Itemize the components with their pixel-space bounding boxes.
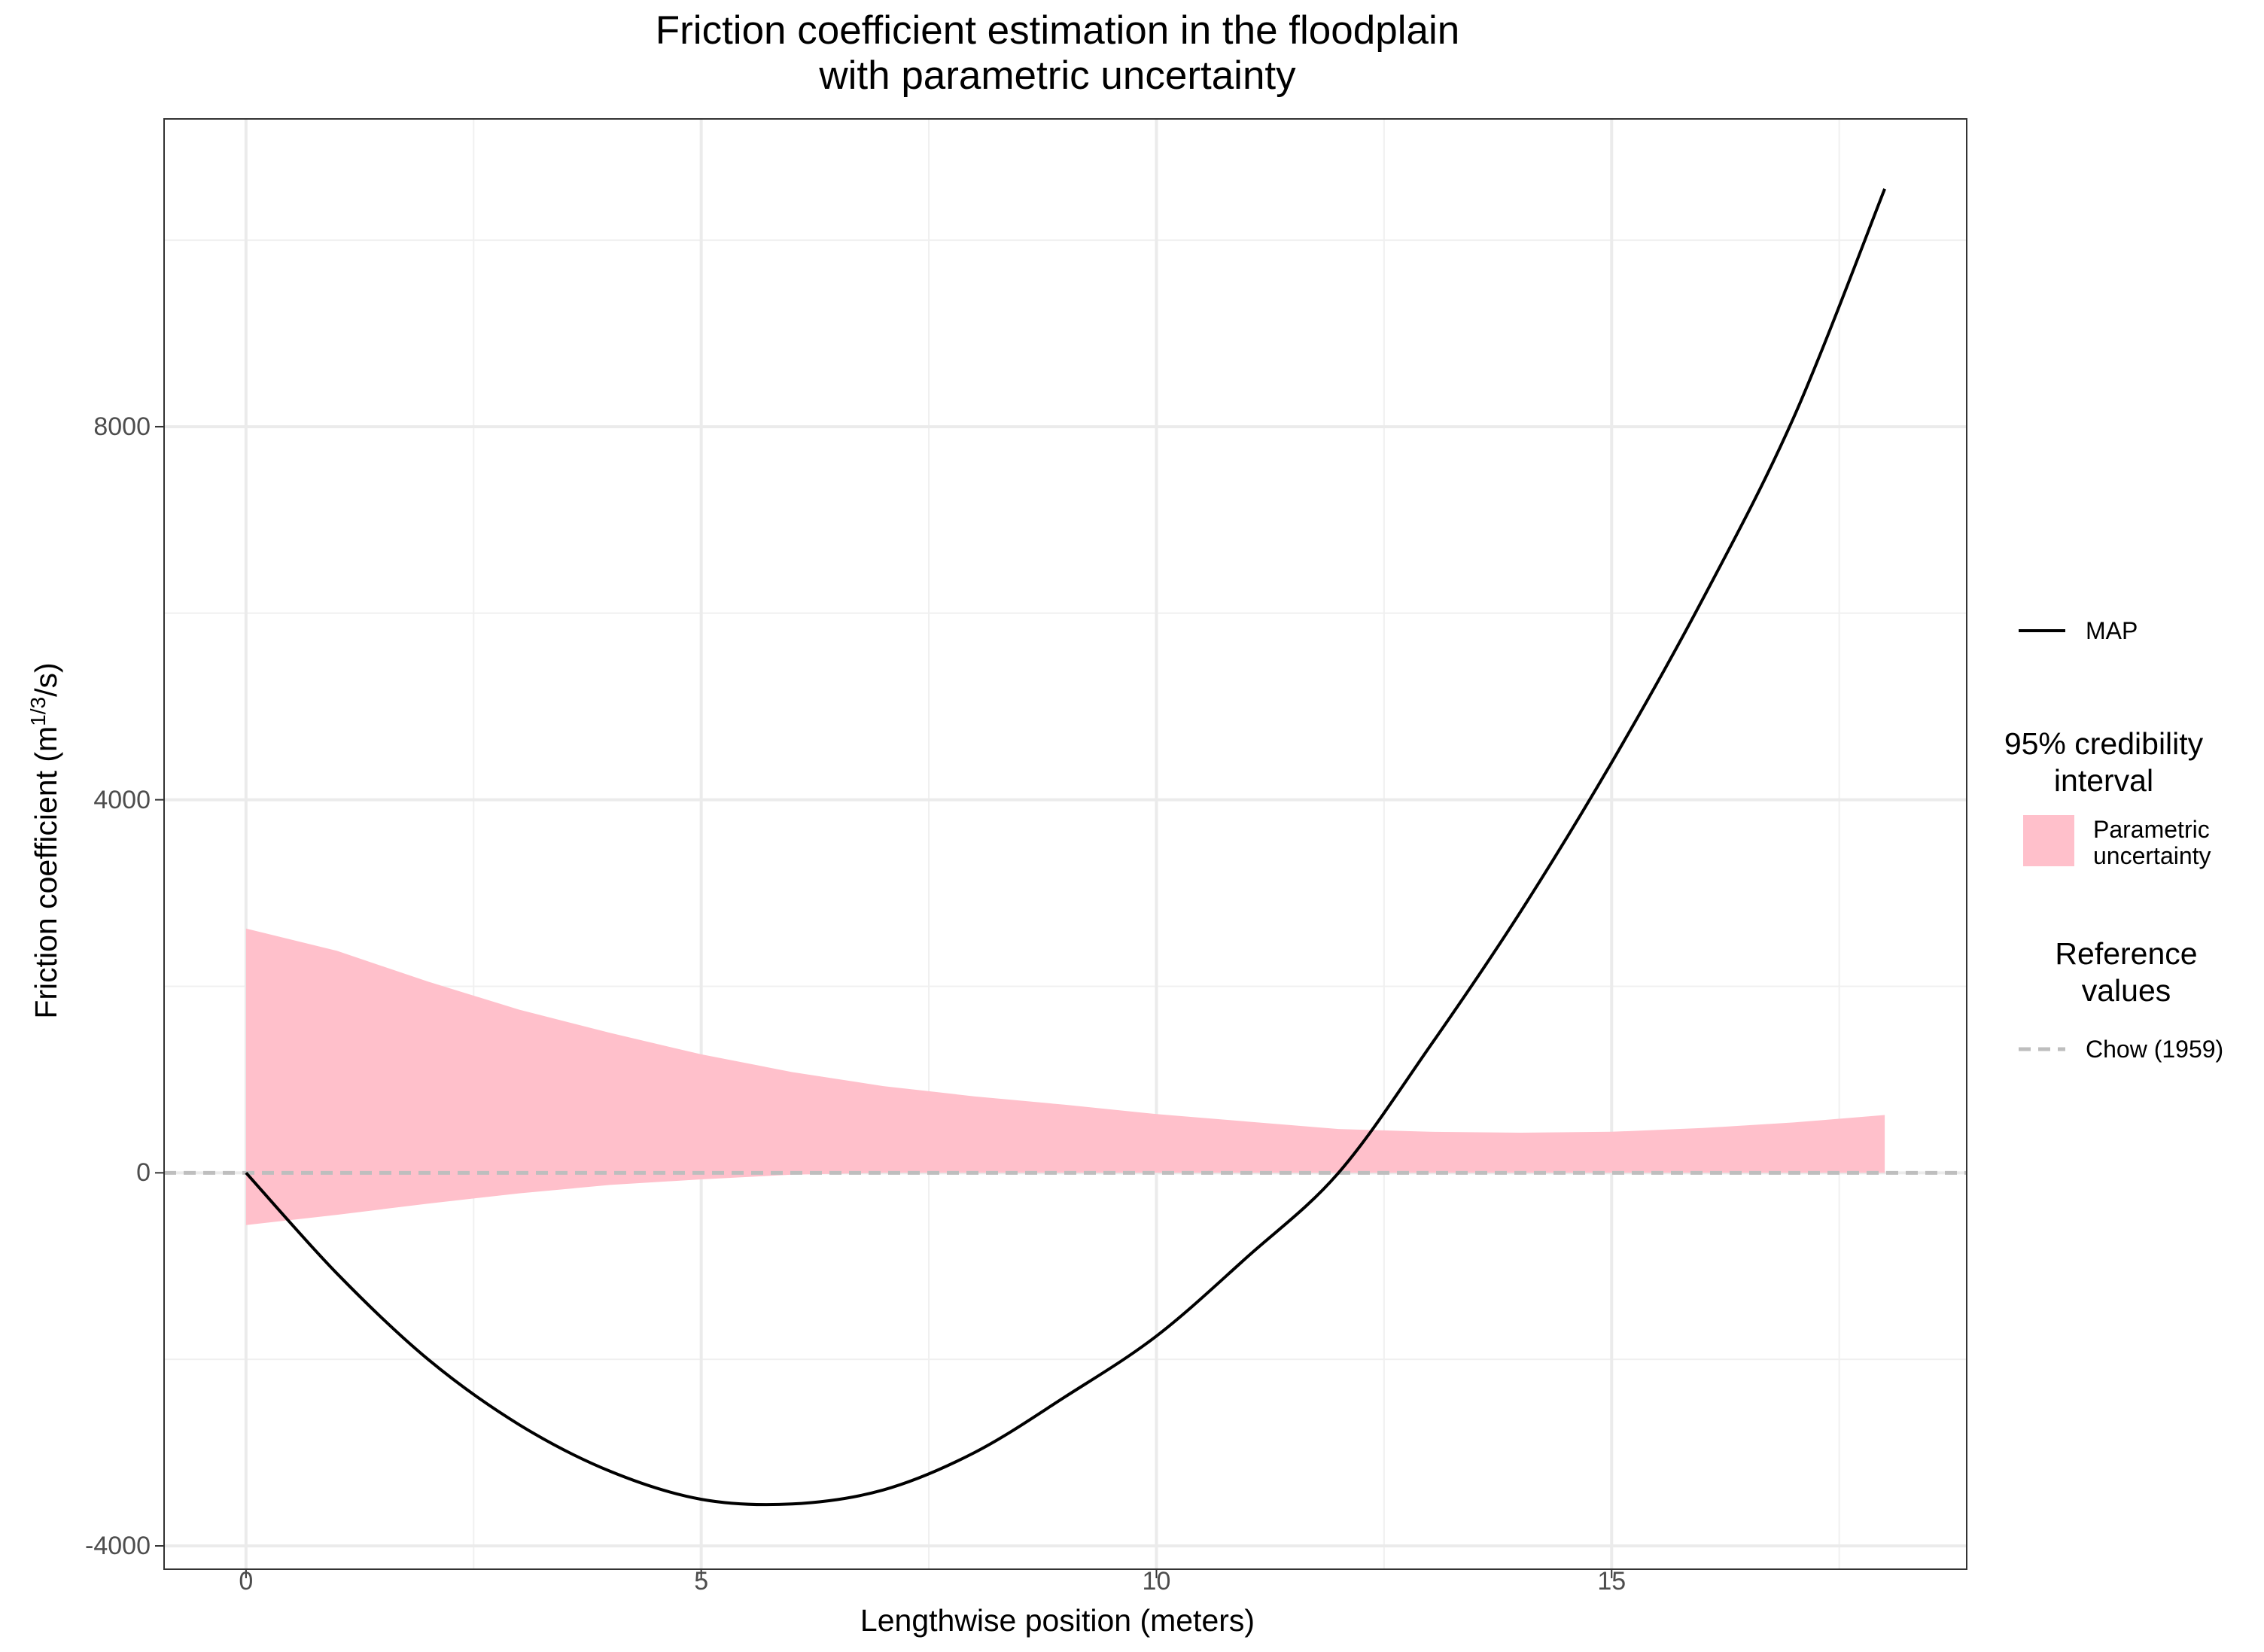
- credibility-band-layer: [245, 928, 1885, 1225]
- y-axis-label: Friction coefficient (m1/3/s): [26, 662, 64, 1018]
- y-tick-label: -4000: [85, 1532, 151, 1561]
- legend-label-reference: Chow (1959): [2086, 1036, 2224, 1063]
- y-axis-label-base: Friction coefficient (m: [28, 726, 63, 1019]
- legend-label-map: MAP: [2086, 617, 2138, 644]
- x-tick-label: 0: [239, 1567, 254, 1596]
- x-tick-label: 10: [1142, 1567, 1171, 1596]
- minor-gridlines: [164, 119, 1967, 1569]
- x-tick-label: 5: [694, 1567, 709, 1596]
- panel-border: [163, 118, 1967, 1570]
- chart-title-line-1: Friction coefficient estimation in the f…: [655, 8, 1460, 53]
- y-axis-label-exponent: 1/3: [26, 696, 50, 726]
- y-tick-label: 0: [136, 1158, 151, 1188]
- map-line-layer: [245, 188, 1886, 1507]
- legend-title-reference-1: Reference: [2055, 936, 2198, 971]
- legend-key-band: [2023, 815, 2074, 866]
- legend-label-band-1: Parametric: [2093, 816, 2210, 843]
- y-tick-label: 8000: [93, 412, 151, 441]
- x-tick-label: 15: [1597, 1567, 1626, 1596]
- major-gridlines: [164, 119, 1967, 1569]
- y-axis-label-tail: /s): [28, 662, 63, 697]
- map-line: [245, 188, 1886, 1507]
- legend-label-band-2: uncertainty: [2093, 842, 2211, 869]
- legend-title-credibility-2: interval: [2053, 763, 2154, 798]
- x-axis-label: Lengthwise position (meters): [860, 1603, 1255, 1638]
- chart-title-line-2: with parametric uncertainty: [819, 53, 1296, 98]
- legend-title-reference-2: values: [2081, 973, 2171, 1008]
- y-tick-label: 4000: [93, 785, 151, 814]
- legend-title-credibility-1: 95% credibility: [2004, 726, 2204, 761]
- axis-ticks: [155, 425, 1613, 1578]
- credibility-band: [245, 928, 1885, 1225]
